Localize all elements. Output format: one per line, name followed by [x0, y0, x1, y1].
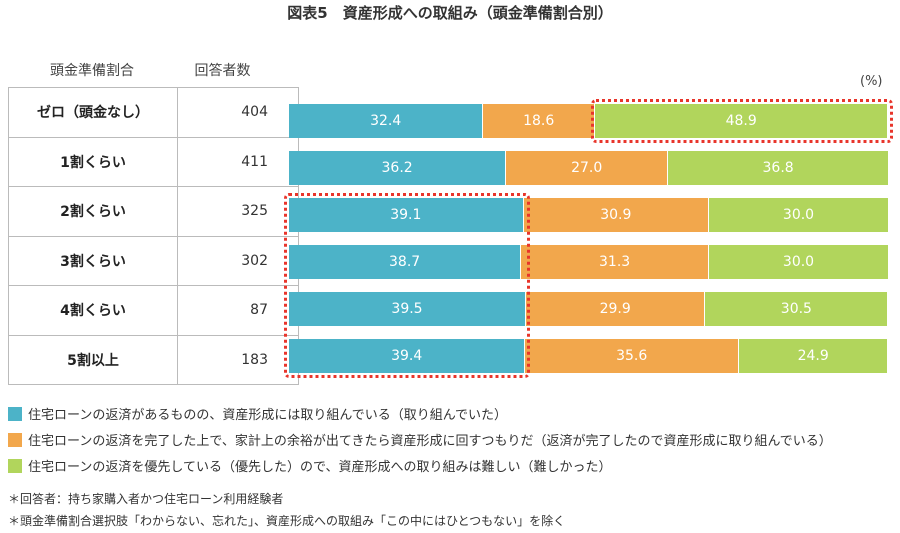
legend-item: 住宅ローンの返済を優先している（優先した）ので、資産形成への取り組みは難しい（難… [8, 456, 611, 475]
data-label: 24.9 [797, 348, 829, 364]
data-label: 35.6 [616, 348, 648, 364]
bar-segment: 48.9 [595, 104, 889, 138]
row-count: 325 [177, 186, 299, 237]
data-label: 27.0 [571, 160, 603, 176]
data-label: 36.8 [762, 160, 794, 176]
data-label: 39.1 [390, 207, 422, 223]
note-respondents: ＊回答者：持ち家購入者かつ住宅ローン利用経験者 [8, 492, 284, 506]
table-row: ゼロ（頭金なし） 404 [8, 87, 299, 138]
stacked-bar-chart: 32.4 18.6 48.9 36.2 27.0 36.8 39.1 30.9 30.0 38.7… [289, 104, 889, 373]
legend-item: 住宅ローンの返済があるものの、資産形成には取り組んでいる（取り組んでいた） [8, 404, 507, 423]
table-row: 5割以上 183 [8, 334, 299, 385]
data-label: 32.4 [370, 113, 402, 129]
row-label: 4割くらい [8, 285, 178, 336]
data-label: 48.9 [725, 113, 757, 129]
bar-segment: 32.4 [289, 104, 484, 138]
legend-swatch [8, 432, 22, 447]
data-label: 39.5 [391, 301, 423, 317]
bar-segment: 24.9 [739, 339, 889, 373]
row-label: 5割以上 [8, 334, 178, 385]
data-label: 30.0 [782, 254, 815, 270]
data-label: 39.4 [391, 348, 423, 364]
legend-label: 住宅ローンの返済があるものの、資産形成には取り組んでいる（取り組んでいた） [28, 408, 508, 423]
bar-segment: 39.5 [289, 292, 526, 326]
bar-segment: 39.4 [289, 339, 526, 373]
bar-segment: 31.3 [521, 245, 709, 279]
table-row: 3割くらい 302 [8, 235, 299, 286]
row-label: 2割くらい [8, 186, 178, 237]
legend-label: 住宅ローンの返済を優先している（優先した）ので、資産形成への取り組みは難しい（難… [28, 460, 612, 475]
bar-segment: 36.8 [668, 151, 889, 185]
data-label: 38.7 [389, 254, 421, 270]
data-label: 30.0 [782, 207, 815, 223]
row-count: 404 [177, 87, 299, 138]
data-label: 18.6 [523, 113, 555, 129]
data-label: 31.3 [599, 254, 631, 270]
table-row: 2割くらい 325 [8, 186, 299, 237]
legend-item: 住宅ローンの返済を完了した上で、家計上の余裕が出てきたら資産形成に回すつもりだ（… [8, 430, 832, 449]
data-label: 30.5 [780, 301, 812, 317]
data-label: 30.9 [600, 207, 632, 223]
bar-segment: 36.2 [289, 151, 507, 185]
chart-title: 図表5 資産形成への取組み（頭金準備割合別） [287, 4, 613, 22]
bar-segment: 38.7 [289, 245, 522, 279]
highlight-box-blue-2-5 [284, 193, 530, 378]
bar-segment: 30.0 [709, 198, 889, 232]
respondent-table: ゼロ（頭金なし） 404 1割くらい 411 2割くらい 325 3割くらい 302 4割くらい… [8, 87, 299, 385]
row-count: 183 [177, 334, 299, 385]
bar-segment: 29.9 [526, 292, 706, 326]
header-respondents: 回答者数 [194, 63, 251, 79]
bar-segment: 35.6 [525, 339, 739, 373]
table-row: 1割くらい 411 [8, 136, 299, 187]
bar-segment: 30.9 [523, 198, 709, 232]
bar-segment: 30.0 [709, 245, 889, 279]
bar-segment: 30.5 [705, 292, 889, 326]
row-label: 3割くらい [8, 235, 178, 286]
note-exclusions: ＊頭金準備割合選択肢「わからない、忘れた」、資産形成への取組み「この中にはひとつ… [8, 514, 566, 528]
row-label: ゼロ（頭金なし） [8, 87, 178, 138]
table-row: 4割くらい 87 [8, 285, 299, 336]
legend-label: 住宅ローンの返済を完了した上で、家計上の余裕が出てきたら資産形成に回すつもりだ（… [28, 434, 832, 449]
data-label: 36.2 [381, 160, 413, 176]
highlight-box-zero-green [591, 99, 893, 143]
bar-segment: 18.6 [483, 104, 595, 138]
data-label: 29.9 [599, 301, 631, 317]
legend-swatch [8, 458, 22, 473]
bar-segment: 39.1 [289, 198, 524, 232]
row-count: 411 [177, 136, 299, 187]
legend-swatch [8, 406, 22, 421]
unit-label: (%) [860, 74, 883, 89]
header-down-payment: 頭金準備割合 [50, 63, 134, 79]
bar-segment: 27.0 [506, 151, 669, 185]
